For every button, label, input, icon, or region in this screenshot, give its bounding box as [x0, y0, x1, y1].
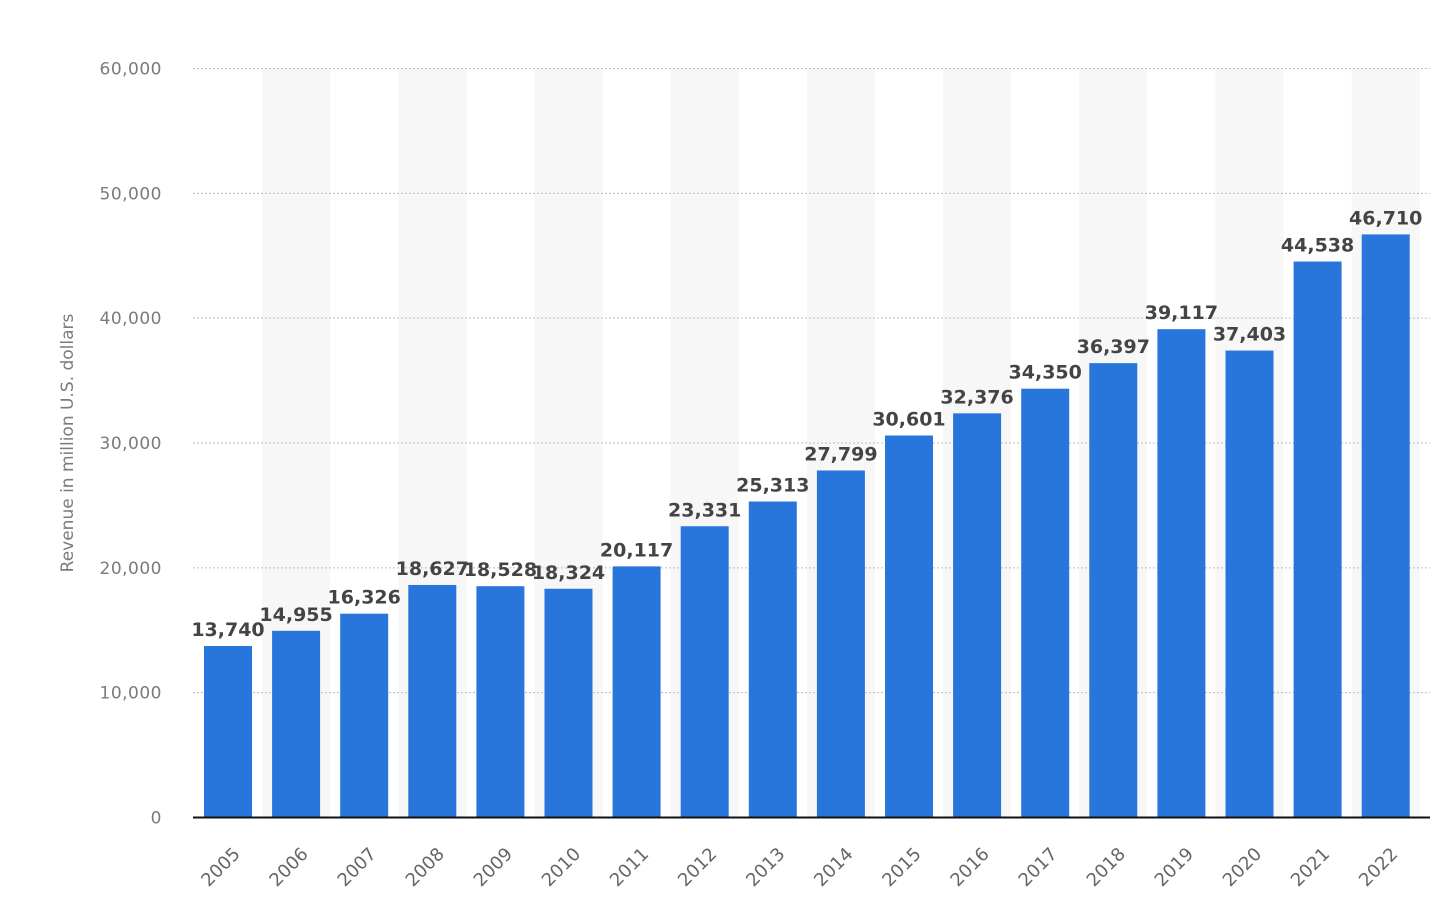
y-tick-label: 40,000	[100, 309, 162, 329]
x-tick-label: 2005	[197, 844, 244, 891]
bar-2014	[816, 470, 865, 818]
x-tick-label: 2021	[1287, 844, 1334, 891]
x-tick-label: 2008	[402, 844, 449, 891]
x-tick-label: 2013	[742, 844, 789, 891]
data-label: 30,601	[872, 408, 945, 430]
bar-2006	[272, 630, 321, 818]
x-tick-label: 2019	[1151, 844, 1198, 891]
y-tick-label: 50,000	[100, 184, 162, 204]
y-tick-label: 30,000	[100, 434, 162, 454]
bar-2018	[1089, 363, 1138, 818]
data-label: 44,538	[1281, 235, 1354, 257]
data-label: 25,313	[736, 475, 809, 497]
data-label: 39,117	[1145, 302, 1218, 324]
data-label: 18,627	[396, 558, 469, 580]
x-tick-label: 2006	[265, 844, 312, 891]
bar-2016	[953, 413, 1002, 818]
data-label: 16,326	[328, 587, 401, 609]
data-label: 14,955	[259, 604, 332, 626]
data-label: 20,117	[600, 539, 673, 561]
y-tick-label: 10,000	[100, 684, 162, 704]
bar-2013	[748, 501, 797, 818]
bar-2010	[544, 588, 593, 818]
x-tick-label: 2022	[1355, 844, 1402, 891]
bar-2017	[1021, 388, 1070, 818]
y-axis-title: Revenue in million U.S. dollars	[58, 313, 78, 572]
x-axis-tick-labels: 2005 2006 2007 2008 2009 2010 2011 2012 2013 2014…	[197, 844, 1402, 891]
x-tick-label: 2014	[810, 844, 857, 891]
x-tick-label: 2017	[1015, 844, 1062, 891]
x-tick-label: 2011	[606, 844, 653, 891]
bar-2021	[1293, 261, 1342, 818]
x-tick-label: 2015	[878, 844, 925, 891]
x-tick-label: 2010	[538, 844, 585, 891]
x-tick-label: 2009	[470, 844, 517, 891]
bar-2005	[204, 645, 252, 818]
x-tick-label: 2007	[334, 844, 381, 891]
bar-2008	[408, 584, 457, 818]
y-axis-tick-labels: 0 10,000 20,000 30,000 40,000 50,000 60,000	[100, 60, 162, 829]
x-tick-label: 2018	[1083, 844, 1130, 891]
data-label: 13,740	[191, 619, 264, 641]
x-tick-label: 2020	[1219, 844, 1266, 891]
data-label: 34,350	[1009, 362, 1082, 384]
bar-2011	[612, 566, 661, 818]
x-tick-label: 2016	[946, 844, 993, 891]
bar-2022	[1361, 234, 1410, 818]
data-label: 18,528	[464, 559, 537, 581]
bar-2019	[1157, 329, 1206, 818]
data-label: 37,403	[1213, 324, 1286, 346]
y-tick-label: 60,000	[100, 60, 162, 80]
bar-2020	[1225, 350, 1274, 818]
bar-2009	[476, 586, 525, 818]
bars	[204, 234, 1410, 818]
y-tick-label: 20,000	[100, 559, 162, 579]
data-label: 32,376	[940, 386, 1013, 408]
data-label: 46,710	[1349, 207, 1422, 229]
y-tick-label: 0	[151, 809, 162, 829]
bar-2015	[885, 435, 933, 818]
x-tick-label: 2012	[674, 844, 721, 891]
bar-2012	[680, 526, 729, 818]
bar-2007	[340, 613, 389, 818]
data-label: 27,799	[804, 443, 877, 465]
data-label: 36,397	[1077, 336, 1150, 358]
data-label: 18,324	[532, 562, 605, 584]
data-label: 23,331	[668, 499, 741, 521]
